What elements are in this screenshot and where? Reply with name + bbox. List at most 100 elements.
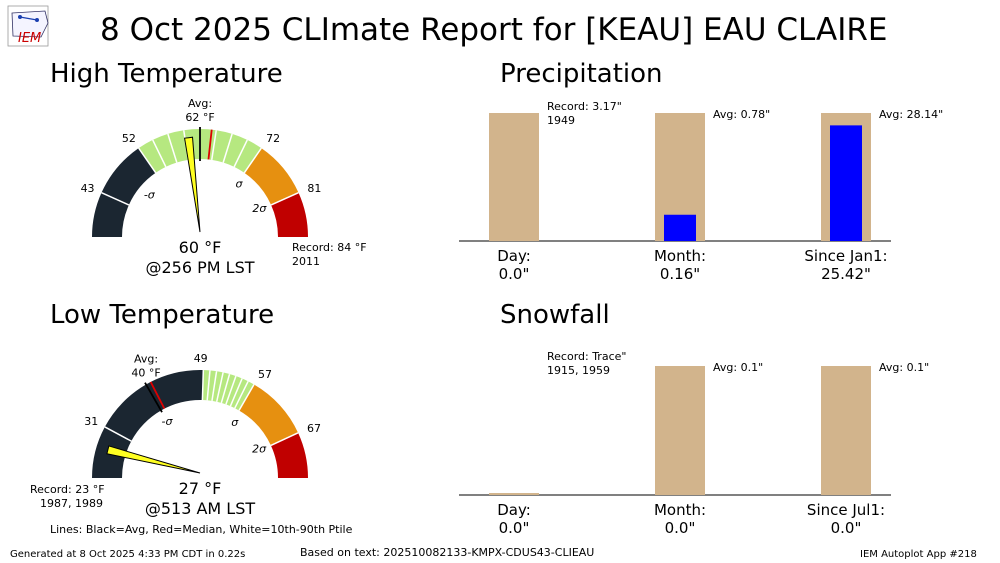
percentile-line	[167, 133, 178, 163]
network-line	[19, 16, 38, 21]
sigma-label: 2σ	[252, 443, 267, 456]
median-line	[149, 381, 166, 410]
reference-bar	[821, 366, 871, 495]
sigma-boundary-line	[238, 384, 255, 411]
record-year: 1915, 1959	[547, 364, 610, 377]
gauge-band-plus-two-sigma	[270, 432, 308, 478]
sigma-boundary-line	[201, 370, 205, 401]
percentile-line	[234, 380, 249, 409]
sigma-label: -σ	[144, 189, 156, 202]
sigma-label: 2σ	[252, 202, 267, 215]
observed-time: @513 AM LST	[145, 499, 256, 518]
low-temp-gauge: 31 49 57 67 -σ σ 2σ Avg:40 °F 27 °F@513 AM LST Re…	[30, 352, 321, 518]
record-high-label: Record: 84 °F	[292, 241, 367, 254]
sigma-boundary-line	[138, 147, 157, 174]
sigma-boundary-line	[101, 191, 130, 206]
sigma-boundary-line	[104, 426, 132, 442]
record-high-year: 2011	[292, 255, 320, 268]
record-low-label: Record: 23 °F	[30, 483, 105, 496]
percentile-line	[233, 139, 248, 168]
high-temp-title: High Temperature	[50, 59, 283, 89]
percentile-line	[210, 130, 217, 161]
observed-value-label: 0.0"	[499, 265, 530, 283]
reference-bar	[655, 366, 705, 495]
average-label: Avg: 0.1"	[879, 361, 929, 374]
gauge-tick-label: 52	[122, 132, 136, 145]
gauge-tick-label: 81	[307, 182, 321, 195]
observed-value-label: 0.0"	[499, 519, 530, 537]
gauge-tick-label: 72	[266, 132, 280, 145]
percentile-line	[229, 378, 243, 407]
average-label: Avg: 0.1"	[713, 361, 763, 374]
gauge-tick-label: 31	[84, 415, 98, 428]
iem-logo: IEM	[7, 5, 49, 47]
record-low-year: 1987, 1989	[40, 497, 103, 510]
category-label: Month:	[654, 247, 706, 265]
gauge-tick-label: 67	[307, 422, 321, 435]
page-title: 8 Oct 2025 CLImate Report for [KEAU] EAU…	[100, 12, 888, 48]
observed-value: 27 °F	[179, 479, 222, 498]
reference-bar	[489, 113, 539, 241]
gauge-band-minus-sigma	[104, 370, 204, 442]
avg-label: Avg:	[188, 97, 212, 110]
sigma-boundary-line	[270, 432, 299, 447]
observed-time: @256 PM LST	[145, 258, 254, 277]
observed-bar	[664, 214, 696, 241]
gauge-tick-label: 43	[81, 182, 95, 195]
gauge-tick-label: 57	[258, 368, 272, 381]
percentile-line	[220, 373, 231, 404]
gauge-band-minus-sigma	[101, 148, 156, 205]
percentile-line	[211, 371, 218, 402]
sigma-boundary-line	[270, 191, 299, 206]
percentile-line	[225, 375, 237, 405]
observed-value-label: 0.16"	[660, 265, 700, 283]
percentile-line	[152, 139, 167, 168]
precip-title: Precipitation	[500, 59, 663, 89]
average-line	[144, 382, 163, 413]
median-line	[207, 129, 213, 160]
sigma-boundary-line	[243, 147, 262, 174]
category-label: Since Jul1:	[807, 501, 885, 519]
record-year: 1949	[547, 114, 575, 127]
reference-bar	[489, 493, 539, 495]
observed-bar	[830, 125, 862, 241]
logo-text: IEM	[18, 31, 41, 46]
gauge-band-plus-sigma	[244, 148, 299, 205]
avg-value: 62 °F	[185, 111, 214, 124]
average-label: Avg: 0.78"	[713, 108, 770, 121]
observed-needle	[184, 136, 201, 233]
app-id: IEM Autoplot App #218	[860, 549, 977, 560]
sigma-label: -σ	[162, 415, 174, 428]
observed-needle	[106, 445, 201, 474]
generated-timestamp: Generated at 8 Oct 2025 4:33 PM CDT in 0…	[10, 549, 246, 560]
snowfall-title: Snowfall	[500, 300, 610, 330]
gauge-band-below-minus-sigma	[92, 192, 129, 237]
sigma-label: σ	[235, 178, 243, 191]
source-text-id: Based on text: 202510082133-KMPX-CDUS43-…	[300, 546, 595, 559]
avg-value: 40 °F	[131, 366, 160, 379]
lines-legend-note: Lines: Black=Avg, Red=Median, White=10th…	[50, 523, 353, 536]
average-label: Avg: 28.14"	[879, 108, 943, 121]
avg-label: Avg:	[134, 352, 158, 365]
gauge-band-plus-two-sigma	[271, 192, 308, 237]
observed-value-label: 0.0"	[831, 519, 862, 537]
record-label: Record: 3.17"	[547, 100, 622, 113]
record-label: Record: Trace"	[547, 350, 626, 363]
percentile-line	[215, 372, 224, 402]
category-label: Day:	[497, 247, 531, 265]
category-label: Day:	[497, 501, 531, 519]
observed-value-label: 25.42"	[821, 265, 871, 283]
high-temp-gauge: 43 52 72 81 -σ σ 2σ Avg:62 °F 60 °F@256 PM LST Re…	[81, 97, 367, 277]
category-label: Since Jan1:	[804, 247, 887, 265]
gauge-tick-label: 49	[194, 352, 208, 365]
category-label: Month:	[654, 501, 706, 519]
percentile-line	[206, 370, 211, 401]
low-temp-title: Low Temperature	[50, 300, 275, 330]
gauge-band-plus-sigma	[239, 384, 299, 446]
observed-value: 60 °F	[179, 238, 222, 257]
precip-chart: Day:0.0" Month:0.16" Avg: 0.78" Since Jan1:…	[459, 100, 943, 283]
observed-value-label: 0.0"	[665, 519, 696, 537]
percentile-line	[222, 133, 233, 163]
sigma-label: σ	[231, 416, 239, 429]
